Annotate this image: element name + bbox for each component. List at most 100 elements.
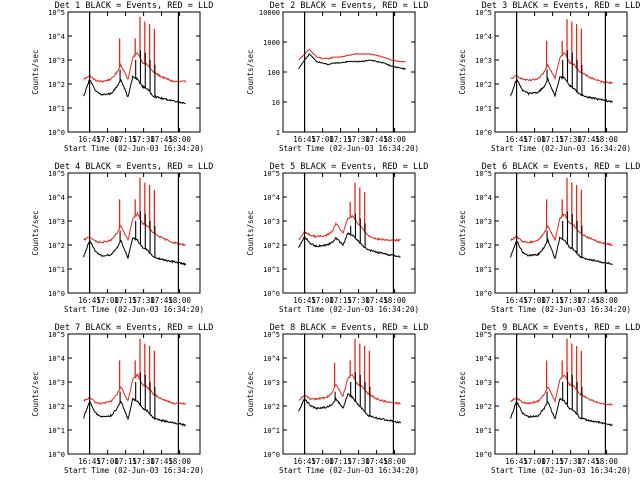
y-axis-label: Counts/sec — [246, 371, 255, 416]
x-tick-label: 17:30 — [347, 135, 370, 144]
y-tick-label: 10^2 — [475, 403, 492, 411]
x-tick-label: 16:45 — [505, 135, 528, 144]
panel-title-detector: Det 2 — [270, 1, 296, 11]
y-tick-label: 10^3 — [48, 57, 65, 65]
detector-panel-5: Det 5 BLACK = Events, RED = LLD 10^0 10^1 1… — [246, 162, 428, 314]
events-series-line — [510, 397, 613, 427]
y-tick-label: 10^0 — [263, 451, 280, 459]
y-axis-label: Counts/sec — [458, 49, 467, 94]
y-tick-label: 10^4 — [48, 33, 65, 41]
events-series-line — [298, 232, 401, 258]
x-tick-label: 17:15 — [114, 457, 137, 466]
x-tick-label: 17:45 — [150, 457, 173, 466]
lld-series-line — [510, 213, 613, 247]
x-tick-label: 17:00 — [96, 135, 119, 144]
y-tick-label: 10^1 — [475, 105, 492, 113]
x-axis-label: Start Time (02-Jun-03 16:34:20) — [64, 466, 204, 475]
x-tick-label: 16:45 — [78, 457, 101, 466]
y-tick-label: 10^1 — [48, 266, 65, 274]
y-axis-label: Counts/sec — [31, 210, 40, 255]
x-tick-label: 17:15 — [114, 135, 137, 144]
x-tick-label: 16:45 — [78, 296, 101, 305]
events-series-line — [83, 74, 186, 105]
x-tick-label: 16:45 — [293, 296, 316, 305]
panel-title-legend: BLACK = Events, RED = LLD — [300, 1, 428, 11]
plot-frame — [494, 11, 628, 133]
y-tick-label: 10^0 — [263, 290, 280, 298]
panel-title: Det 3 BLACK = Events, RED = LLD — [482, 1, 640, 11]
panel-title-legend: BLACK = Events, RED = LLD — [512, 323, 640, 333]
x-tick-label: 17:45 — [577, 135, 600, 144]
y-tick-label: 10^4 — [475, 33, 492, 41]
x-tick-label: 18:00 — [595, 296, 618, 305]
x-tick-label: 17:45 — [577, 457, 600, 466]
x-axis-label: Start Time (02-Jun-03 16:34:20) — [491, 466, 631, 475]
y-tick-label: 10^5 — [263, 331, 280, 339]
panel-title-legend: BLACK = Events, RED = LLD — [300, 323, 428, 333]
lld-series-line — [83, 52, 187, 83]
x-tick-label: 18:00 — [168, 457, 191, 466]
panel-title-detector: Det 7 — [55, 323, 81, 333]
y-tick-label: 10^1 — [48, 105, 65, 113]
y-tick-label: 10^1 — [263, 266, 280, 274]
x-tick-label: 17:00 — [96, 296, 119, 305]
y-tick-label: 10^4 — [48, 355, 65, 363]
y-tick-label: 10^0 — [475, 451, 492, 459]
x-tick-label: 16:45 — [505, 457, 528, 466]
y-tick-label: 10^2 — [48, 81, 65, 89]
x-axis-label: Start Time (02-Jun-03 16:34:20) — [279, 305, 419, 314]
x-tick-label: 18:00 — [383, 135, 406, 144]
panel-title-legend: BLACK = Events, RED = LLD — [85, 1, 213, 11]
detector-panel-3: Det 3 BLACK = Events, RED = LLD 10^0 10^1 1… — [458, 1, 640, 153]
x-tick-label: 17:45 — [365, 135, 388, 144]
x-tick-label: 18:00 — [595, 135, 618, 144]
y-tick-label: 10 — [272, 99, 280, 107]
y-tick-label: 10^3 — [48, 218, 65, 226]
detector-panel-2: Det 2 BLACK = Events, RED = LLD 1 10 100 100… — [246, 1, 428, 153]
y-tick-label: 10^3 — [475, 218, 492, 226]
y-tick-label: 1 — [276, 129, 280, 137]
x-tick-label: 18:00 — [168, 135, 191, 144]
x-tick-label: 17:30 — [132, 135, 155, 144]
y-axis-label: Counts/sec — [31, 49, 40, 94]
panel-title: Det 5 BLACK = Events, RED = LLD — [270, 162, 429, 172]
y-tick-label: 1000 — [263, 39, 280, 47]
plot-frame — [282, 11, 416, 133]
y-axis-label: Counts/sec — [246, 49, 255, 94]
y-tick-label: 10^0 — [475, 290, 492, 298]
x-tick-label: 17:30 — [132, 296, 155, 305]
panel-title-legend: BLACK = Events, RED = LLD — [85, 323, 213, 333]
y-tick-label: 10^1 — [48, 427, 65, 435]
x-tick-label: 17:00 — [311, 135, 334, 144]
detector-panel-1: Det 1 BLACK = Events, RED = LLD 10^0 10^1 1… — [31, 1, 213, 153]
events-series-line — [83, 397, 187, 427]
x-tick-label: 17:15 — [329, 296, 352, 305]
y-tick-label: 10^2 — [263, 403, 280, 411]
x-tick-label: 17:00 — [523, 135, 546, 144]
y-tick-label: 10^5 — [475, 9, 492, 17]
y-tick-label: 10^4 — [48, 194, 65, 202]
detector-panel-7: Det 7 BLACK = Events, RED = LLD 10^0 10^1 1… — [31, 323, 213, 475]
y-tick-label: 10^1 — [475, 266, 492, 274]
x-tick-label: 17:00 — [523, 296, 546, 305]
x-tick-label: 17:00 — [311, 457, 334, 466]
x-axis-label: Start Time (02-Jun-03 16:34:20) — [491, 144, 631, 153]
plot-frame — [282, 172, 416, 294]
detector-panel-9: Det 9 BLACK = Events, RED = LLD 10^0 10^1 1… — [458, 323, 640, 475]
plot-frame — [67, 333, 201, 455]
y-tick-label: 10^3 — [263, 218, 280, 226]
y-tick-label: 10^5 — [48, 9, 65, 17]
y-tick-label: 10^3 — [48, 379, 65, 387]
panel-title-legend: BLACK = Events, RED = LLD — [512, 162, 640, 172]
y-tick-label: 10^4 — [263, 194, 280, 202]
y-tick-label: 10^5 — [475, 331, 492, 339]
lld-series-line — [298, 48, 406, 63]
y-tick-label: 100 — [267, 69, 280, 77]
x-tick-label: 16:45 — [293, 135, 316, 144]
y-tick-label: 10^5 — [263, 170, 280, 178]
x-tick-label: 18:00 — [595, 457, 618, 466]
y-tick-label: 10^0 — [48, 129, 65, 137]
y-tick-label: 10^3 — [475, 379, 492, 387]
y-tick-label: 10^5 — [48, 170, 65, 178]
